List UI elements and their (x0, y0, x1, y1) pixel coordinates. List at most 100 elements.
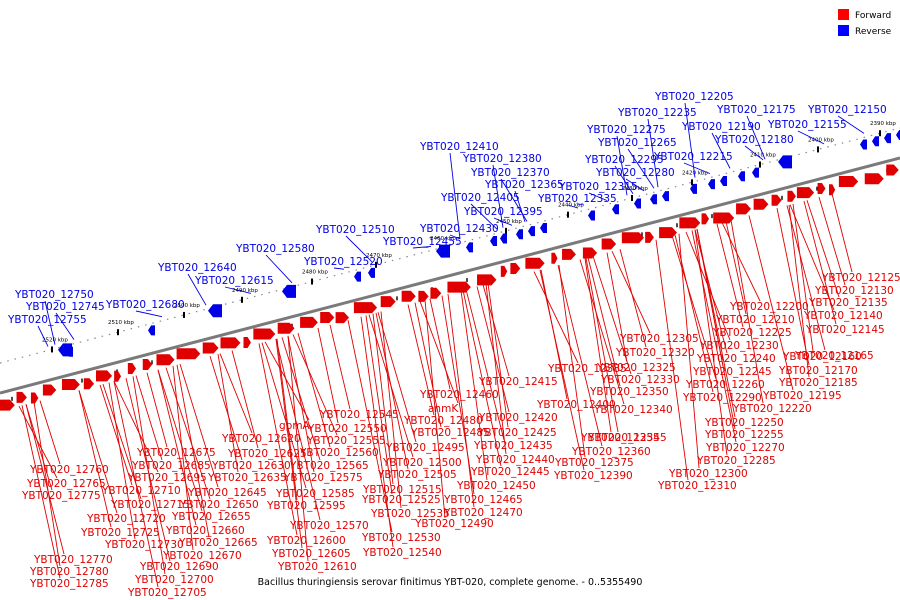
reverse-gene-arrow (368, 267, 375, 278)
reverse-gene-label-ybt020-12370: YBT020_12370 (470, 167, 550, 179)
forward-gene-label-ybt020-12270: YBT020_12270 (705, 442, 785, 454)
reverse-gene-arrow (354, 271, 361, 282)
reverse-gene-label-ybt020-12205: YBT020_12205 (654, 91, 734, 103)
leader-line (224, 286, 252, 294)
reverse-gene-label-ybt020-12265: YBT020_12265 (597, 137, 677, 149)
leader-line (694, 229, 728, 456)
genome-caption: Bacillus thuringiensis serovar finitimus… (257, 577, 643, 588)
leader-line (360, 316, 394, 548)
reverse-gene-label-ybt020-12215: YBT020_12215 (653, 151, 733, 163)
forward-gene-label-ybt020-12760: YBT020_12760 (29, 464, 109, 476)
leader-line (744, 145, 764, 161)
scale-tick-label: 2500 kbp (174, 303, 200, 309)
forward-gene-label-ybt020-12390: YBT020_12390 (553, 470, 633, 482)
leader-line (347, 320, 393, 533)
forward-gene-label-ybt020-12595: YBT020_12595 (266, 500, 346, 512)
leader-line (514, 190, 526, 223)
leader-line (135, 310, 163, 318)
leader-line (18, 405, 58, 479)
forward-gene-label-ybt020-12140: YBT020_12140 (803, 310, 883, 322)
scale-tick-label: 2470 kbp (366, 253, 392, 259)
forward-gene-arrow (551, 252, 558, 264)
reverse-gene-arrow (282, 284, 296, 298)
leader-line (414, 302, 442, 428)
forward-gene-arrow (525, 257, 545, 269)
leader-line (476, 286, 510, 413)
reverse-gene-label-ybt020-12365: YBT020_12365 (484, 179, 564, 191)
reverse-gene-arrow (896, 130, 900, 141)
forward-gene-label-ybt020-12200: YBT020_12200 (729, 301, 809, 313)
forward-gene-label-ybt020-12695: YBT020_12695 (127, 472, 207, 484)
legend-label: Reverse (855, 27, 892, 37)
forward-gene-label-anmk: anmK (428, 403, 459, 415)
forward-gene-label-ybt020-12645: YBT020_12645 (187, 487, 267, 499)
genome-backbone (0, 156, 900, 395)
leader-line (725, 221, 747, 315)
forward-gene-label-ybt020-12770: YBT020_12770 (33, 554, 113, 566)
forward-gene-label-ybt020-12480: YBT020_12480 (403, 415, 483, 427)
leader-line (691, 230, 737, 443)
leader-line (380, 311, 402, 509)
leader-line (694, 229, 728, 354)
leader-line (412, 246, 432, 249)
leader-line (487, 283, 509, 428)
leader-line (792, 203, 814, 352)
forward-gene-label-ybt020-12460: YBT020_12460 (419, 389, 499, 401)
forward-gene-label-ybt020-12470: YBT020_12470 (443, 507, 523, 519)
leader-line (407, 304, 435, 416)
forward-gene-label-ybt020-12655: YBT020_12655 (171, 511, 251, 523)
reverse-gene-label-ybt020-12520: YBT020_12520 (303, 256, 383, 268)
forward-gene-arrow (621, 232, 644, 244)
leader-line (837, 115, 865, 134)
reverse-gene-arrow (690, 183, 697, 194)
forward-gene-label-ybt020-12445: YBT020_12445 (470, 466, 550, 478)
leader-line (557, 265, 603, 447)
forward-gene-label-ybt020-12420: YBT020_12420 (478, 412, 558, 424)
forward-gene-arrow (864, 173, 884, 185)
forward-gene-arrow (42, 384, 57, 396)
forward-gene-label-ybt020-12635: YBT020_12635 (207, 472, 287, 484)
forward-gene-label-ybt020-12690: YBT020_12690 (139, 561, 219, 573)
leader-line (584, 258, 612, 433)
forward-gene-label-ybt020-12425: YBT020_12425 (477, 427, 557, 439)
leader-line (797, 130, 825, 145)
forward-gene-arrow (335, 312, 350, 324)
reverse-gene-label-ybt020-12380: YBT020_12380 (462, 153, 542, 165)
forward-gene-label-ybt020-12145: YBT020_12145 (805, 324, 885, 336)
reverse-gene-arrow (884, 133, 891, 144)
forward-gene-label-ybt020-12195: YBT020_12195 (762, 390, 842, 402)
forward-gene-label-ybt020-12165: YBT020_12165 (794, 350, 874, 362)
forward-gene-label-ybt020-12780: YBT020_12780 (29, 566, 109, 578)
forward-gene-label-ybt020-12530: YBT020_12530 (361, 532, 441, 544)
reverse-gene-arrow (634, 198, 641, 209)
leader-line (696, 228, 736, 430)
forward-gene-label-ybt020-12730: YBT020_12730 (104, 539, 184, 551)
forward-gene-label-ybt020-12505: YBT020_12505 (377, 469, 457, 481)
forward-gene-label-ybt020-12525: YBT020_12525 (361, 494, 441, 506)
leader-line (711, 132, 731, 169)
leader-line (187, 273, 207, 306)
forward-gene-label-ybt020-12230: YBT020_12230 (699, 340, 779, 352)
leader-line (429, 298, 451, 390)
leader-line (375, 312, 409, 470)
forward-gene-label-ybt020-12620: YBT020_12620 (221, 433, 301, 445)
forward-gene-arrow (582, 247, 598, 259)
forward-gene-label-ybt020-12570: YBT020_12570 (289, 520, 369, 532)
forward-gene-label-ybt020-12220: YBT020_12220 (732, 403, 812, 415)
leader-line (365, 315, 393, 495)
forward-gene-label-ybt020-12125: YBT020_12125 (821, 272, 900, 284)
leader-line (627, 148, 655, 189)
reverse-gene-label-ybt020-12640: YBT020_12640 (157, 262, 237, 274)
leader-line (287, 335, 315, 473)
forward-gene-arrow (176, 348, 201, 360)
leader-line (776, 208, 810, 366)
reverse-gene-arrow (500, 233, 507, 244)
leader-line (113, 381, 159, 588)
reverse-gene-arrow (436, 244, 450, 258)
forward-gene-arrow (220, 337, 241, 349)
forward-gene-label-ybt020-12185: YBT020_12185 (778, 377, 858, 389)
leader-line (219, 353, 253, 434)
leader-line (275, 338, 303, 549)
